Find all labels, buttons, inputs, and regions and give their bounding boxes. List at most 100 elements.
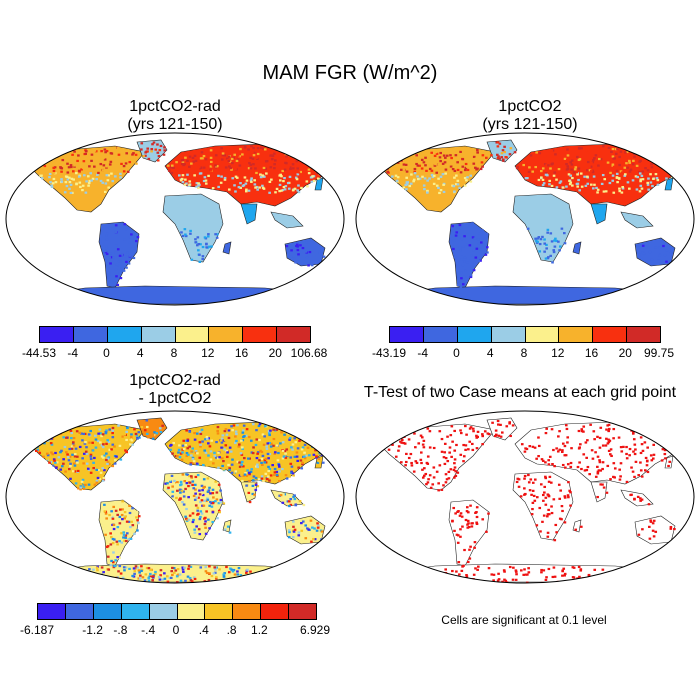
colorbar-1pctco2-rad-ticks: -44.53 -4 0 4 8 12 16 20 106.68 — [22, 346, 327, 362]
map3-border — [5, 410, 345, 584]
map4-seasia — [620, 489, 654, 507]
map4-samerica — [448, 499, 490, 567]
map-panel-1pctco2 — [355, 132, 695, 306]
cb1-tick-label: 4 — [136, 346, 144, 360]
cb2-tick-label: 20 — [618, 346, 632, 360]
cb1-swatch-3 — [141, 327, 176, 342]
cb2-swatch-3 — [491, 327, 526, 342]
map2-land-layer — [376, 139, 686, 305]
panel1-title-line1: 1pctCO2-rad — [129, 98, 221, 115]
cb2-tick-label: 4 — [486, 346, 494, 360]
map1-namerica — [26, 145, 146, 213]
cb2-tick-label: 99.75 — [643, 346, 675, 360]
panel3-title-line1: 1pctCO2-rad — [129, 372, 221, 389]
colorbar-difference-ticks: -6.187 -1.2 -.8 -.4 0 .4 .8 1.2 6.929 — [20, 623, 330, 639]
colorbar-1pctco2-ticks: -43.19 -4 0 4 8 12 16 20 99.75 — [372, 346, 674, 362]
cb2-tick-label: 8 — [520, 346, 528, 360]
map4-border — [355, 410, 695, 584]
map-panel-1pctco2-rad — [5, 132, 345, 306]
cb2-swatch-6 — [593, 327, 628, 342]
panel3-title: 1pctCO2-rad - 1pctCO2 — [10, 372, 340, 408]
map1-japan — [314, 177, 324, 191]
significance-note: Cells are significant at 0.1 level — [441, 613, 607, 627]
cb1-tick-label: -4 — [67, 346, 79, 360]
cb1-tick-label: -44.53 — [21, 346, 57, 360]
main-title: MAM FGR (W/m^2) — [262, 62, 438, 84]
cb3-swatch-7 — [233, 604, 262, 619]
cb3-tick-label: 6.929 — [299, 623, 331, 637]
cb3-tick-label: .4 — [198, 623, 209, 637]
panel1-title: 1pctCO2-rad (yrs 121-150) — [10, 98, 340, 134]
cb3-tick-label: -6.187 — [19, 623, 55, 637]
cb1-swatch-1 — [73, 327, 108, 342]
colorbar-difference — [37, 603, 317, 620]
map1-border — [5, 132, 345, 306]
colorbar-1pctco2 — [389, 326, 661, 343]
map4-antarctica — [394, 563, 656, 583]
cb1-tick-label: 20 — [268, 346, 282, 360]
cb3-tick-label: 0 — [172, 623, 180, 637]
map2-australia — [634, 237, 676, 267]
map3-seasia — [270, 489, 304, 507]
map1-africa — [162, 193, 224, 263]
map3-greenland — [136, 417, 168, 441]
cb1-tick-label: 12 — [201, 346, 215, 360]
cb3-swatch-9 — [289, 604, 317, 619]
cb2-swatch-1 — [423, 327, 458, 342]
map2-antarctica — [394, 285, 656, 305]
cb3-swatch-6 — [205, 604, 234, 619]
cb1-tick-label: 8 — [170, 346, 178, 360]
cb2-tick-label: 12 — [551, 346, 565, 360]
cb1-tick-label: 16 — [234, 346, 249, 360]
cb3-swatch-3 — [121, 604, 150, 619]
cb3-tick-label: -.4 — [141, 623, 156, 637]
cb1-tick-label: 0 — [103, 346, 110, 360]
cb1-swatch-7 — [277, 327, 310, 342]
panel2-title-line2: (yrs 121-150) — [482, 116, 578, 133]
map4-namerica — [376, 423, 496, 491]
map1-seasia — [270, 211, 304, 229]
map2-japan — [664, 177, 674, 191]
map2-samerica — [448, 221, 490, 289]
cb3-swatch-8 — [261, 604, 290, 619]
map3-africa — [162, 471, 224, 541]
cb3-tick-label: -.8 — [113, 623, 128, 637]
cb2-swatch-2 — [457, 327, 492, 342]
cb1-swatch-0 — [40, 327, 74, 342]
cb3-swatch-1 — [65, 604, 94, 619]
cb2-swatch-4 — [525, 327, 560, 342]
cb1-swatch-4 — [175, 327, 210, 342]
map2-india — [590, 203, 608, 225]
colorbar-1pctco2-rad — [39, 326, 311, 343]
map1-antarctica — [44, 285, 306, 305]
map3-australia — [284, 515, 326, 545]
cb2-tick-label: -4 — [417, 346, 429, 360]
map2-border — [355, 132, 695, 306]
cb3-tick-label: .8 — [226, 623, 237, 637]
cb2-swatch-5 — [559, 327, 594, 342]
map2-africa — [512, 193, 574, 263]
panel2-title-line1: 1pctCO2 — [498, 98, 562, 115]
map1-land-layer — [26, 139, 336, 305]
panel1-title-line2: (yrs 121-150) — [127, 116, 223, 133]
cb3-swatch-2 — [93, 604, 122, 619]
cb3-swatch-5 — [177, 604, 206, 619]
cb1-swatch-6 — [243, 327, 278, 342]
cb2-tick-label: 0 — [453, 346, 460, 360]
map2-madagascar — [572, 241, 582, 255]
panel4-title-line1: T-Test of two Case means at each grid po… — [363, 384, 677, 401]
map4-land-layer — [376, 417, 686, 583]
panel3-title-line2: - 1pctCO2 — [138, 390, 212, 407]
map1-india — [240, 203, 258, 225]
map4-africa — [512, 471, 574, 541]
map4-india — [590, 481, 608, 503]
map-panel-difference — [5, 410, 345, 584]
cb3-tick-label: 1.2 — [251, 623, 268, 637]
map3-samerica — [98, 499, 140, 567]
cb2-tick-label: 16 — [584, 346, 599, 360]
map1-madagascar — [222, 241, 232, 255]
cb2-tick-label: -43.19 — [371, 346, 407, 360]
map2-texture — [379, 141, 683, 288]
map2-seasia — [620, 211, 654, 229]
cb3-tick-label: -1.2 — [82, 623, 103, 637]
